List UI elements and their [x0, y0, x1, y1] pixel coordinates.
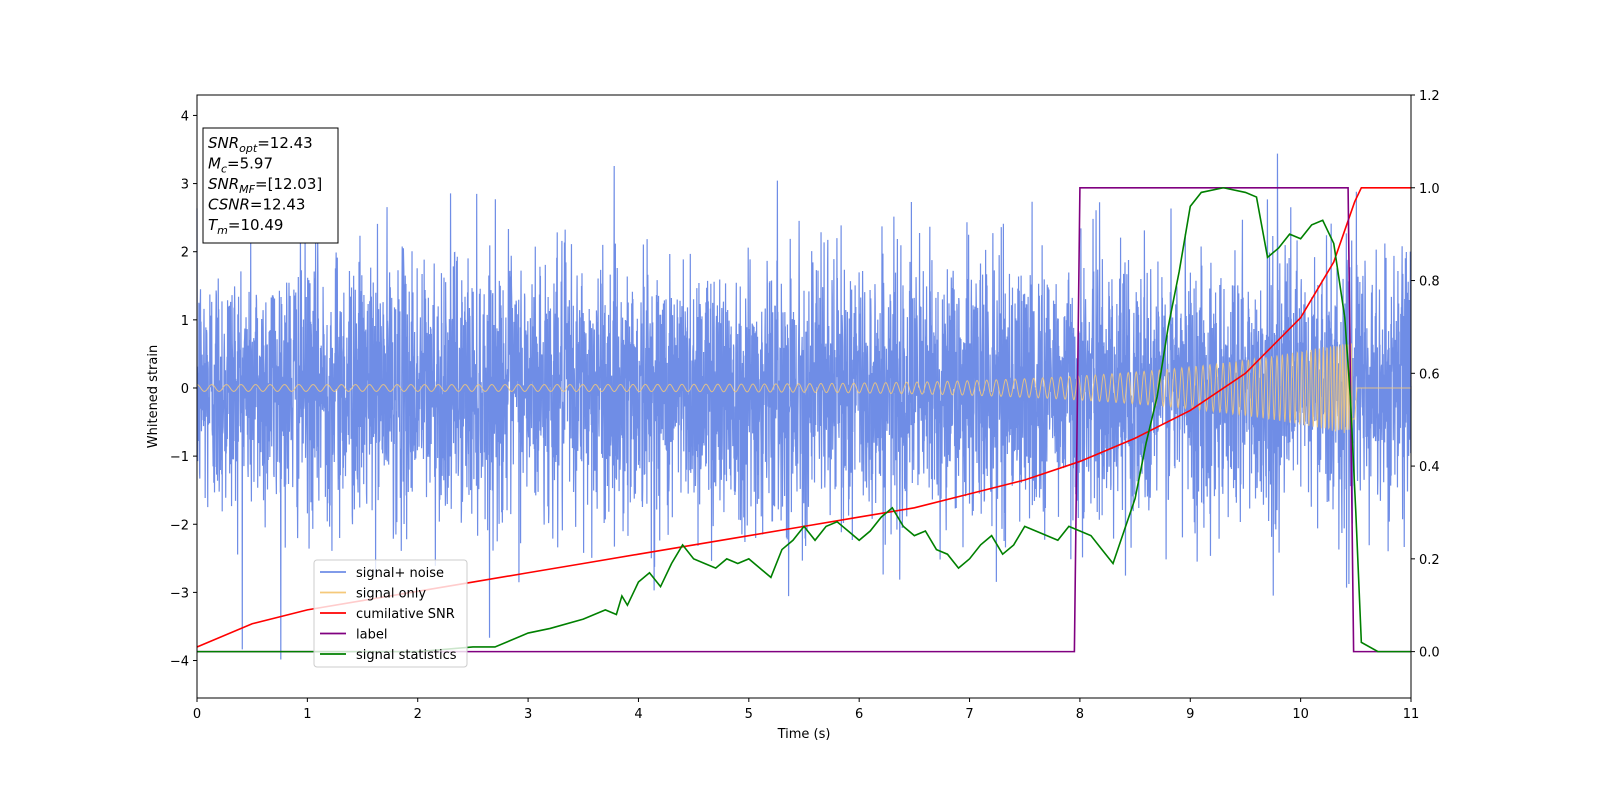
- legend: signal+ noise signal only cumilative SNR la…: [313, 559, 468, 668]
- info-subscript: m: [217, 224, 228, 237]
- x-tick-label: 11: [1403, 707, 1420, 722]
- info-box-frame: [202, 127, 339, 244]
- y2-tick-label: 1.0: [1419, 182, 1440, 197]
- info-symbol: M: [208, 155, 221, 173]
- x-tick-label: 7: [965, 707, 973, 722]
- signal-only-line: [196, 343, 1411, 435]
- info-line: Mc=5.97: [208, 155, 273, 176]
- x-tick-label: 1: [303, 707, 311, 722]
- info-subscript: MF: [239, 183, 255, 196]
- legend-label: label: [356, 628, 387, 643]
- legend-label: signal only: [356, 587, 426, 602]
- y-tick-label: 4: [181, 109, 189, 124]
- y-tick-label: −4: [170, 655, 189, 670]
- y-axis-ticks: −4 −3 −2 −1 0 1 2 3 4: [170, 109, 197, 670]
- x-axis-label: Time (s): [777, 727, 831, 742]
- x-tick-label: 4: [634, 707, 642, 722]
- y2-tick-label: 0.2: [1419, 553, 1440, 568]
- y2-tick-label: 0.6: [1419, 367, 1440, 382]
- y-tick-label: −1: [170, 450, 189, 465]
- x-tick-label: 5: [745, 707, 753, 722]
- info-line: Tm=10.49: [208, 216, 283, 237]
- info-symbol: CSNR: [208, 196, 250, 214]
- y-tick-label: −3: [170, 586, 189, 601]
- y2-tick-label: 0.4: [1419, 460, 1440, 475]
- info-line: SNRMF=[12.03]: [208, 175, 322, 196]
- y-tick-label: 3: [181, 178, 189, 193]
- x-tick-label: 10: [1292, 707, 1309, 722]
- info-value: =12.43: [250, 196, 306, 214]
- x-tick-label: 3: [524, 707, 532, 722]
- y-axis-label: Whitened strain: [146, 345, 161, 448]
- x-tick-label: 9: [1186, 707, 1194, 722]
- label-line: [197, 186, 1411, 653]
- signal-noise-line: [196, 153, 1412, 660]
- info-line: CSNR=12.43: [208, 196, 305, 214]
- info-value: =12.43: [257, 134, 313, 152]
- info-symbol: SNR: [208, 175, 239, 193]
- info-symbol: SNR: [208, 134, 239, 152]
- signal-statistics-line: [197, 186, 1411, 653]
- x-tick-label: 2: [414, 707, 422, 722]
- info-value: =5.97: [227, 155, 273, 173]
- info-value: =10.49: [228, 216, 284, 234]
- y-tick-label: 2: [181, 246, 189, 261]
- info-box: SNRopt=12.43Mc=5.97SNRMF=[12.03]CSNR=12.…: [202, 127, 339, 244]
- y-tick-label: 1: [181, 314, 189, 329]
- signal-noise-series: [196, 153, 1412, 660]
- x-tick-label: 6: [855, 707, 863, 722]
- x-tick-label: 8: [1076, 707, 1084, 722]
- legend-frame: [313, 559, 468, 668]
- info-subscript: c: [221, 163, 227, 176]
- y-tick-label: 0: [181, 382, 189, 397]
- x-axis-ticks: 0 1 2 3 4 5 6 7 8 9 10 11: [193, 698, 1419, 722]
- y2-tick-label: 0.8: [1419, 275, 1440, 290]
- legend-label: signal+ noise: [356, 566, 444, 581]
- y2-tick-label: 1.2: [1419, 89, 1440, 104]
- info-subscript: opt: [239, 142, 258, 155]
- legend-label: signal statistics: [356, 648, 457, 663]
- y-tick-label: −2: [170, 518, 189, 533]
- legend-label: cumilative SNR: [356, 607, 455, 622]
- y2-tick-label: 0.0: [1419, 646, 1440, 661]
- y2-axis-ticks: 0.0 0.2 0.4 0.6 0.8 1.0 1.2: [1411, 89, 1440, 661]
- info-symbol: T: [208, 216, 219, 234]
- info-value: =[12.03]: [255, 175, 322, 193]
- x-tick-label: 0: [193, 707, 201, 722]
- plot-frame: [196, 94, 1412, 699]
- info-line: SNRopt=12.43: [208, 134, 313, 155]
- signal-only-series: [196, 343, 1411, 435]
